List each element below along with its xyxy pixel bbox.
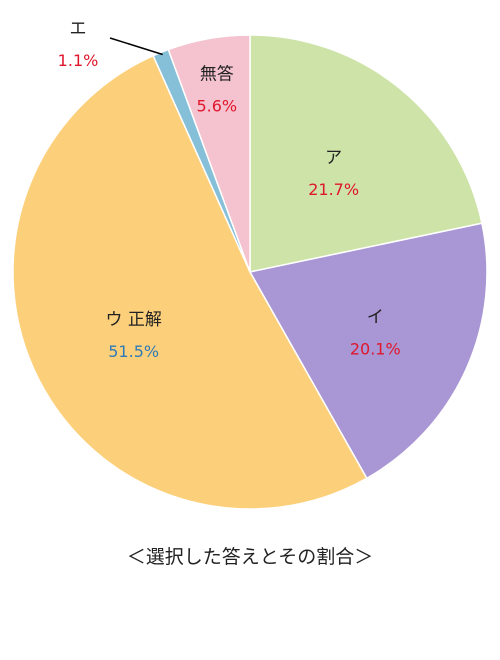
slice-label-3: ウ 正解 xyxy=(105,310,161,330)
leader-lines xyxy=(109,37,163,56)
pie-slice-3 xyxy=(12,54,368,510)
slice-value-5: 5.6% xyxy=(196,96,237,115)
slice-label-2: イ xyxy=(367,308,384,328)
slice-label-5: 無答 xyxy=(200,64,234,84)
slice-value-3: 51.5% xyxy=(108,342,159,361)
slice-label-4: エ xyxy=(70,19,87,39)
slice-labels: ア 21.7% イ 20.1% ウ 正解 51.5% エ 1.1% 無答 5.6% xyxy=(58,19,401,361)
slice-value-1: 21.7% xyxy=(308,180,359,199)
pie-slice-5 xyxy=(167,34,251,273)
pie-slice-1 xyxy=(249,34,483,273)
slice-value-4: 1.1% xyxy=(58,51,99,70)
chart-caption: ＜選択した答えとその割合＞ xyxy=(127,546,373,568)
pie-slices xyxy=(12,34,488,510)
pie-slice-2 xyxy=(248,222,488,480)
leader-line-4 xyxy=(109,37,163,56)
slice-value-2: 20.1% xyxy=(350,340,401,359)
slice-label-1: ア xyxy=(325,148,342,168)
